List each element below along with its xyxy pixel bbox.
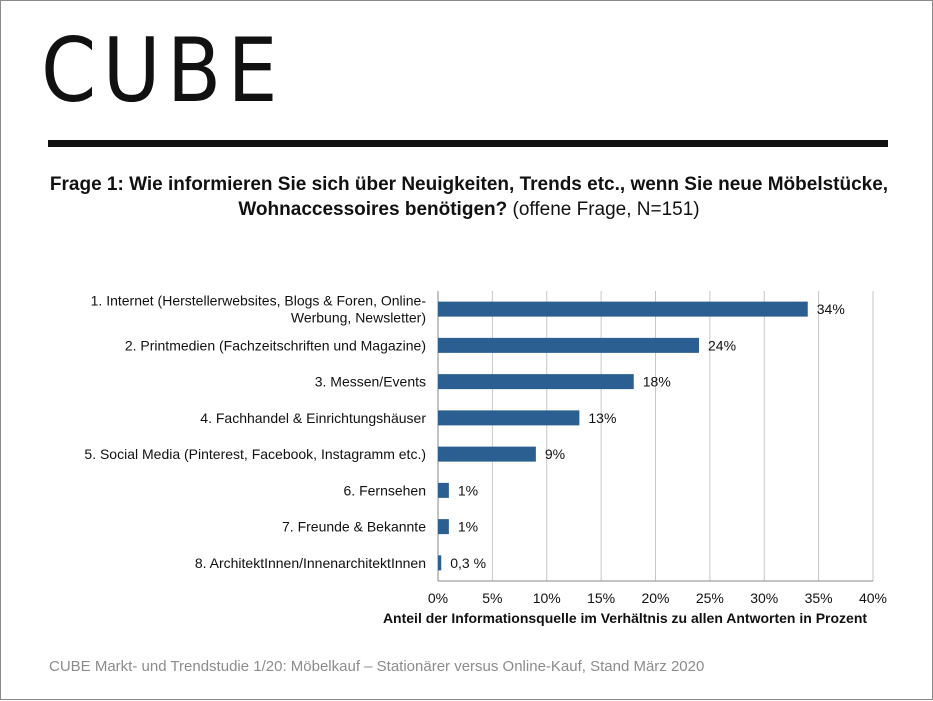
bar: [438, 410, 580, 426]
question-note: (offene Frage, N=151): [507, 199, 700, 220]
x-tick-label: 20%: [641, 590, 669, 606]
category-label: Werbung, Newsletter): [291, 310, 426, 326]
category-label: 7. Freunde & Bekannte: [282, 519, 426, 535]
x-tick-label: 0%: [428, 590, 448, 606]
data-label: 9%: [545, 446, 565, 462]
data-label: 0,3 %: [450, 555, 486, 571]
bar: [438, 519, 449, 535]
bar: [438, 446, 536, 462]
question-main: Frage 1: Wie informieren Sie sich über N…: [49, 174, 889, 220]
bar: [438, 337, 699, 353]
x-axis-title: Anteil der Informationsquelle im Verhält…: [383, 610, 867, 626]
source-footer: CUBE Markt- und Trendstudie 1/20: Möbelk…: [49, 658, 705, 675]
data-label: 1%: [458, 482, 478, 498]
category-label: 4. Fachhandel & Einrichtungshäuser: [200, 410, 426, 426]
question-title: Frage 1: Wie informieren Sie sich über N…: [41, 172, 897, 222]
bar: [438, 301, 808, 317]
x-tick-label: 15%: [587, 590, 615, 606]
data-label: 18%: [643, 374, 671, 390]
bar: [438, 555, 442, 571]
x-tick-label: 25%: [696, 590, 724, 606]
category-label: 8. ArchitektInnen/InnenarchitektInnen: [195, 555, 426, 571]
data-label: 24%: [708, 337, 736, 353]
category-label: 2. Printmedien (Fachzeitschriften und Ma…: [125, 337, 426, 353]
x-tick-label: 5%: [482, 590, 502, 606]
data-label: 13%: [588, 410, 616, 426]
bar: [438, 374, 634, 390]
category-label: 5. Social Media (Pinterest, Facebook, In…: [84, 446, 426, 462]
x-tick-label: 10%: [533, 590, 561, 606]
title-divider: [48, 140, 888, 147]
data-label: 1%: [458, 519, 478, 535]
category-label: 1. Internet (Herstellerwebsites, Blogs &…: [91, 293, 427, 309]
x-tick-label: 40%: [859, 590, 887, 606]
cube-logo: CUBE: [41, 19, 284, 122]
x-tick-label: 35%: [805, 590, 833, 606]
data-label: 34%: [817, 301, 845, 317]
category-label: 3. Messen/Events: [315, 374, 426, 390]
category-label: 6. Fernsehen: [344, 482, 427, 498]
x-tick-label: 30%: [750, 590, 778, 606]
bar: [438, 482, 449, 498]
